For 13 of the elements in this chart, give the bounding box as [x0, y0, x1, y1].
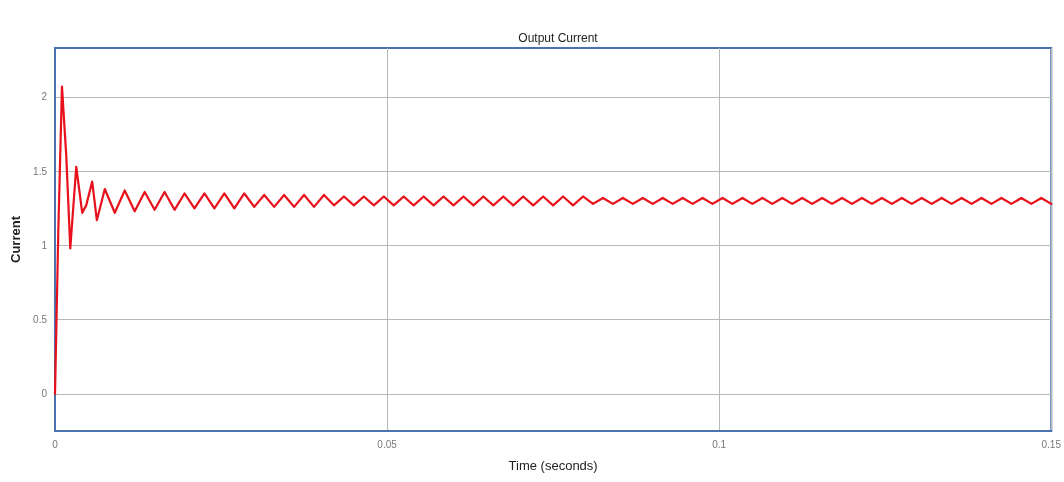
x-tick-label: 0.05 — [377, 438, 398, 450]
line-series — [53, 85, 1053, 395]
x-tick-label: 0 — [52, 438, 59, 450]
y-tick-label: 2 — [41, 91, 48, 103]
x-tick-label: 0.1 — [712, 438, 727, 450]
y-tick-label: 0 — [41, 388, 48, 400]
chart-title: Output Current — [518, 31, 599, 45]
y-tick-label: 0.5 — [33, 314, 48, 326]
y-tick-label: 1 — [41, 239, 48, 251]
y-axis-title: Current — [8, 215, 24, 263]
x-tick-label: 0.15 — [1041, 438, 1062, 450]
y-tick-label: 1.5 — [33, 165, 48, 177]
x-axis-title: Time (seconds) — [508, 458, 598, 473]
